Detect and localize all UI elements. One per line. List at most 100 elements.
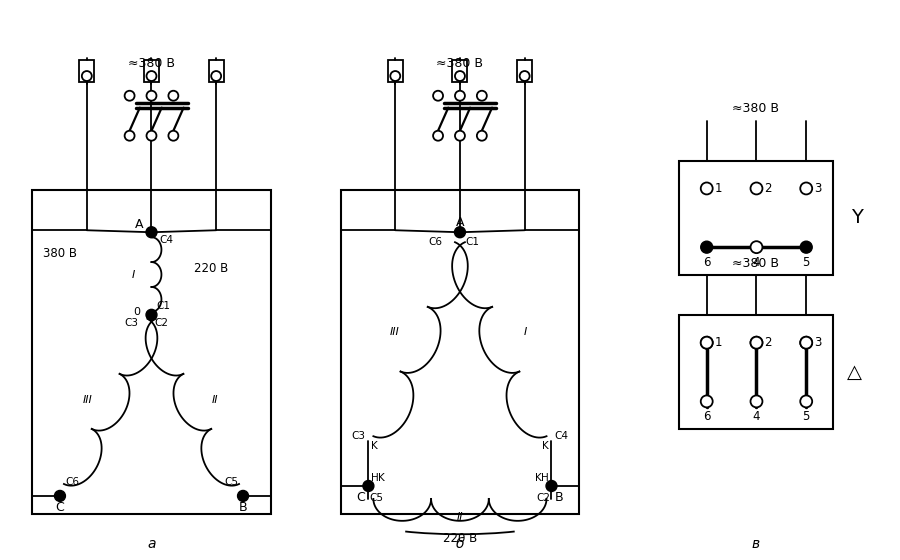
- Text: C4: C4: [554, 431, 569, 441]
- Circle shape: [477, 130, 487, 141]
- Text: 220 В: 220 В: [443, 532, 477, 545]
- Circle shape: [751, 395, 762, 407]
- Text: а: а: [148, 536, 156, 550]
- Bar: [32, 190, 271, 514]
- Text: 4: 4: [752, 410, 760, 423]
- Text: 6: 6: [703, 255, 710, 269]
- Text: 3: 3: [814, 336, 822, 349]
- Text: 5: 5: [803, 410, 810, 423]
- Circle shape: [168, 130, 178, 141]
- Circle shape: [82, 71, 92, 81]
- Text: C: C: [56, 501, 64, 515]
- Circle shape: [701, 183, 713, 194]
- Text: K: K: [535, 473, 542, 483]
- Circle shape: [124, 130, 135, 141]
- Circle shape: [147, 130, 157, 141]
- Text: 380 В: 380 В: [43, 247, 76, 260]
- Text: II: II: [456, 512, 464, 522]
- Text: K: K: [372, 441, 378, 451]
- Text: C1: C1: [157, 301, 170, 311]
- Text: C5: C5: [224, 477, 238, 487]
- Circle shape: [800, 183, 812, 194]
- Circle shape: [701, 337, 713, 349]
- Circle shape: [477, 91, 487, 101]
- Circle shape: [800, 337, 812, 349]
- Text: B: B: [555, 492, 563, 505]
- Text: в: в: [752, 536, 760, 550]
- Text: б: б: [455, 536, 464, 550]
- Text: I: I: [524, 326, 527, 337]
- Text: C2: C2: [536, 493, 551, 503]
- Text: A: A: [135, 218, 144, 231]
- Text: C2: C2: [155, 318, 168, 328]
- Bar: [679, 161, 833, 275]
- Circle shape: [701, 241, 713, 253]
- Text: I: I: [132, 269, 135, 279]
- Circle shape: [519, 71, 529, 81]
- Circle shape: [146, 309, 157, 320]
- Text: C6: C6: [65, 477, 79, 487]
- Text: C1: C1: [465, 237, 479, 247]
- Circle shape: [751, 241, 762, 253]
- Text: H: H: [541, 473, 548, 483]
- Bar: [144, 60, 159, 82]
- Text: III: III: [390, 326, 400, 337]
- Circle shape: [701, 337, 713, 349]
- Text: II: II: [212, 395, 219, 405]
- Text: 220 В: 220 В: [194, 262, 229, 275]
- Text: B: B: [238, 501, 248, 515]
- Text: K: K: [378, 473, 385, 483]
- Text: ≈380 В: ≈380 В: [733, 256, 779, 269]
- Text: 2: 2: [764, 336, 772, 349]
- Text: 1: 1: [715, 182, 722, 195]
- Circle shape: [455, 71, 465, 81]
- Text: 0: 0: [133, 307, 140, 317]
- Text: △: △: [847, 362, 862, 381]
- Bar: [679, 315, 833, 430]
- Text: C6: C6: [428, 237, 442, 247]
- Circle shape: [701, 395, 713, 407]
- Text: H: H: [372, 473, 379, 483]
- Circle shape: [55, 491, 66, 501]
- Circle shape: [751, 337, 762, 349]
- Circle shape: [212, 71, 221, 81]
- Circle shape: [146, 227, 157, 237]
- Circle shape: [800, 395, 812, 407]
- Circle shape: [546, 480, 557, 492]
- Bar: [518, 60, 532, 82]
- Circle shape: [800, 241, 812, 253]
- Circle shape: [124, 91, 135, 101]
- Text: C4: C4: [159, 235, 174, 245]
- Text: 6: 6: [703, 410, 710, 423]
- Bar: [209, 60, 223, 82]
- Text: 2: 2: [764, 182, 772, 195]
- Text: Υ: Υ: [851, 208, 863, 227]
- Circle shape: [433, 130, 443, 141]
- Bar: [388, 60, 402, 82]
- Bar: [340, 190, 580, 514]
- Text: C5: C5: [369, 493, 383, 503]
- Text: ≈380 В: ≈380 В: [128, 57, 175, 69]
- Circle shape: [800, 337, 812, 349]
- Text: 5: 5: [803, 255, 810, 269]
- Circle shape: [455, 91, 465, 101]
- Circle shape: [455, 130, 465, 141]
- Text: 1: 1: [715, 336, 722, 349]
- Text: 4: 4: [752, 255, 760, 269]
- Bar: [79, 60, 94, 82]
- Text: III: III: [83, 395, 93, 405]
- Circle shape: [363, 480, 374, 492]
- Bar: [453, 60, 467, 82]
- Text: C3: C3: [351, 431, 365, 441]
- Circle shape: [391, 71, 401, 81]
- Text: C: C: [356, 492, 365, 505]
- Circle shape: [454, 227, 465, 237]
- Circle shape: [751, 183, 762, 194]
- Circle shape: [751, 337, 762, 349]
- Circle shape: [433, 91, 443, 101]
- Text: ≈380 В: ≈380 В: [436, 57, 483, 69]
- Circle shape: [147, 91, 157, 101]
- Text: 3: 3: [814, 182, 822, 195]
- Circle shape: [168, 91, 178, 101]
- Circle shape: [147, 71, 157, 81]
